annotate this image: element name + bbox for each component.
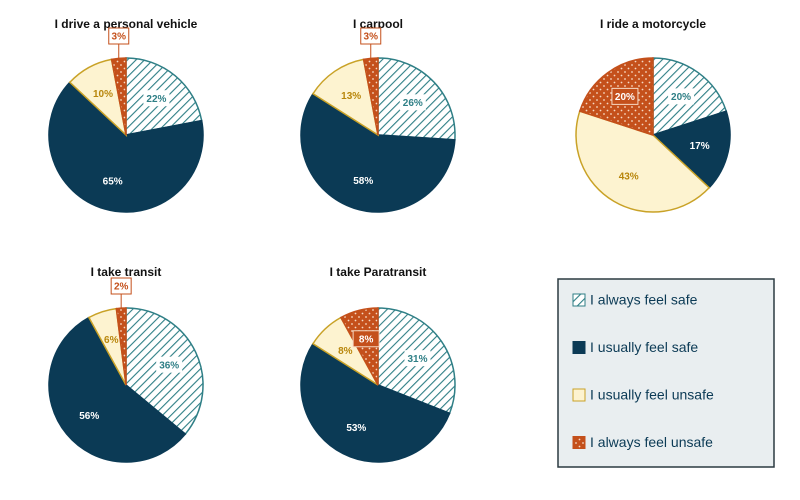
- data-label: 36%: [159, 360, 179, 371]
- label-box: [668, 88, 695, 105]
- label-box: [110, 277, 132, 295]
- chart-title: I take transit: [91, 265, 162, 279]
- data-label: 20%: [615, 92, 635, 103]
- data-label: 3%: [364, 32, 379, 43]
- chart-title: I take Paratransit: [330, 265, 427, 279]
- legend-label: I always feel unsafe: [590, 434, 713, 450]
- pie-slice: [300, 342, 451, 463]
- data-label: 13%: [341, 91, 361, 102]
- data-label: 31%: [407, 354, 427, 365]
- data-label: 58%: [353, 176, 373, 187]
- data-label: 43%: [619, 172, 639, 183]
- data-label: 6%: [104, 335, 119, 346]
- chart-title: I drive a personal vehicle: [55, 17, 198, 31]
- label-box: [143, 90, 170, 107]
- legend-label: I usually feel safe: [590, 339, 698, 355]
- legend-label: I usually feel unsafe: [590, 387, 714, 403]
- label-box: [360, 27, 382, 45]
- legend-label: I always feel safe: [590, 292, 698, 308]
- legend-box: [557, 278, 775, 468]
- data-label: 10%: [93, 89, 113, 100]
- pie-slice: [48, 316, 187, 463]
- label-box: [404, 350, 431, 367]
- data-label: 22%: [146, 94, 166, 105]
- label-box: [108, 27, 130, 45]
- legend-swatch: [572, 436, 586, 449]
- legend-swatch: [572, 341, 586, 354]
- pie-slice: [362, 57, 379, 136]
- label-box: [352, 330, 380, 348]
- data-label: 20%: [671, 92, 691, 103]
- data-label: 3%: [112, 32, 127, 43]
- data-label: 2%: [114, 282, 129, 293]
- pie-slice: [651, 110, 731, 189]
- data-label: 65%: [103, 176, 123, 187]
- pie-slice: [300, 92, 456, 213]
- legend-swatch: [572, 388, 586, 402]
- data-label: 26%: [403, 98, 423, 109]
- data-label: 53%: [346, 423, 366, 434]
- data-label: 56%: [79, 411, 99, 422]
- pie-slice: [110, 57, 127, 136]
- label-box: [156, 356, 183, 373]
- pie-slice: [48, 81, 204, 213]
- label-box: [399, 94, 426, 111]
- label-box: [611, 87, 639, 105]
- data-label: 8%: [338, 346, 353, 357]
- legend-swatch: [572, 293, 586, 307]
- data-label: 17%: [690, 141, 710, 152]
- data-label: 8%: [359, 334, 374, 345]
- pie-slice: [311, 58, 380, 137]
- pie-slice: [575, 110, 711, 213]
- chart-title: I ride a motorcycle: [600, 17, 706, 31]
